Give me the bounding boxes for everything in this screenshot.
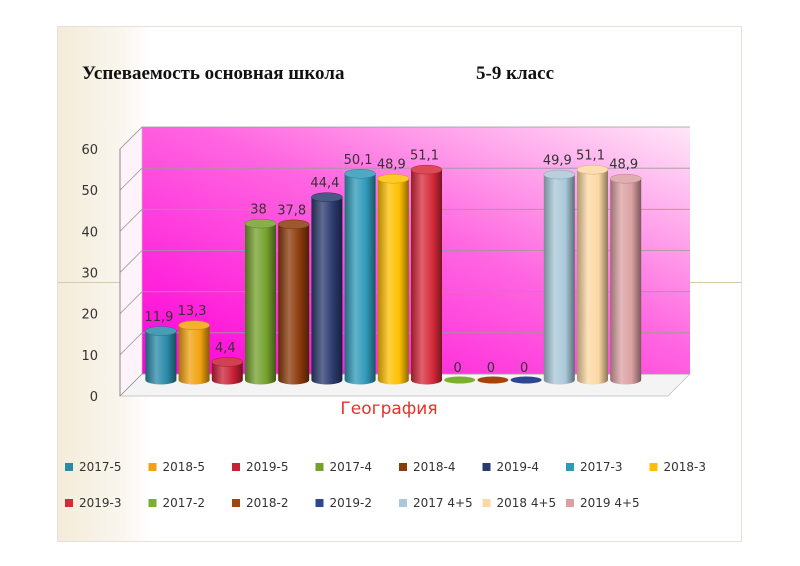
bar-2019-5: [211, 361, 243, 385]
bar-2017-4+5: [543, 174, 575, 385]
bar-2017-5: [145, 331, 177, 385]
legend-swatch: [148, 463, 157, 471]
y-tick-label: 50: [81, 184, 98, 199]
legend-swatch: [482, 499, 491, 507]
legend-label: 2017 4+5: [413, 496, 473, 510]
title-text: Успеваемость основная школа: [82, 63, 345, 84]
y-tick-label: 0: [90, 390, 98, 405]
slide-title: Успеваемость основная школа: [82, 63, 344, 85]
slide-subtitle: 5-9 класс: [476, 63, 554, 85]
legend-label: 2019-2: [330, 496, 373, 510]
bar-top: [311, 192, 343, 202]
gridline-side: [119, 167, 143, 191]
legend-label: 2019-3: [79, 496, 122, 510]
legend-label: 2018-3: [664, 460, 707, 474]
x-category-label: География: [340, 399, 437, 419]
bar-2018-4+5: [577, 169, 608, 385]
legend-swatch: [315, 499, 324, 507]
y-tick-label: 20: [81, 308, 98, 323]
legend-label: 2017-4: [330, 460, 373, 474]
y-tick-label: 40: [81, 225, 98, 240]
data-label: 0: [454, 361, 462, 376]
legend-swatch: [482, 463, 491, 471]
bar-2019-3: [411, 169, 442, 385]
legend-label: 2017-5: [79, 460, 122, 474]
gridline-side: [119, 126, 143, 150]
bar-2017-4: [245, 223, 276, 385]
bar-top: [277, 219, 310, 230]
legend-label: 2018 4+5: [497, 496, 557, 510]
subtitle-text: 5-9 класс: [476, 63, 555, 84]
legend-label: 2017-2: [163, 496, 206, 510]
legend-swatch: [148, 499, 157, 507]
legend-swatch: [649, 463, 658, 471]
bar-2018-4: [278, 224, 310, 385]
bar-2017-3: [344, 173, 376, 385]
legend-label: 2019-5: [246, 460, 289, 474]
bar-2018-2: [477, 376, 509, 384]
bar-2019-4: [311, 197, 343, 385]
data-label: 50,1: [344, 153, 373, 168]
data-label: 37,8: [277, 203, 306, 218]
bar-top: [576, 164, 609, 175]
data-label: 44,4: [310, 176, 339, 191]
legend-swatch: [566, 499, 574, 507]
data-label: 4,4: [215, 341, 236, 356]
y-tick-label: 60: [81, 143, 98, 158]
legend-label: 2018-4: [413, 460, 456, 474]
bar-top: [244, 218, 277, 229]
legend-swatch: [399, 499, 407, 507]
bar-top: [145, 326, 177, 336]
bar-top: [377, 173, 410, 184]
legend-swatch: [566, 463, 574, 471]
data-label: 51,1: [410, 149, 439, 164]
y-tick-label: 30: [81, 267, 98, 282]
legend-swatch: [65, 463, 73, 471]
bar-2019-2: [510, 376, 542, 384]
data-label: 51,1: [576, 149, 605, 164]
data-label: 38: [250, 203, 267, 218]
gridline-side: [119, 209, 143, 232]
gridline-side: [119, 291, 143, 314]
bar-2018-5: [178, 325, 210, 385]
bar-top: [211, 357, 244, 367]
data-label: 0: [487, 361, 495, 376]
data-label: 49,9: [543, 154, 572, 169]
y-tick-label: 10: [81, 349, 98, 364]
legend-swatch: [232, 463, 240, 471]
legend-swatch: [399, 463, 407, 471]
legend-swatch: [315, 463, 324, 471]
legend-label: 2018-2: [246, 496, 289, 510]
gridline-side: [119, 250, 143, 273]
bar-2017-2: [444, 376, 476, 384]
bar-top: [344, 169, 376, 179]
bar-top: [178, 320, 210, 330]
bar-2019-4+5: [610, 178, 642, 385]
data-label: 0: [520, 361, 528, 376]
gridline-side: [119, 332, 143, 356]
legend-swatch: [232, 499, 240, 507]
legend-label: 2019 4+5: [580, 496, 640, 510]
gridline-side: [119, 373, 143, 397]
legend-swatch: [65, 499, 73, 507]
bar-top: [410, 164, 443, 175]
bar-2018-3: [377, 178, 409, 385]
legend-label: 2017-3: [580, 460, 623, 474]
legend-label: 2018-5: [163, 460, 206, 474]
data-label: 13,3: [178, 304, 207, 319]
bar-top: [543, 169, 576, 180]
legend-label: 2019-4: [497, 460, 540, 474]
data-label: 48,9: [377, 158, 406, 173]
bar-top: [609, 173, 642, 184]
data-label: 11,9: [144, 310, 173, 325]
data-label: 48,9: [609, 158, 638, 173]
